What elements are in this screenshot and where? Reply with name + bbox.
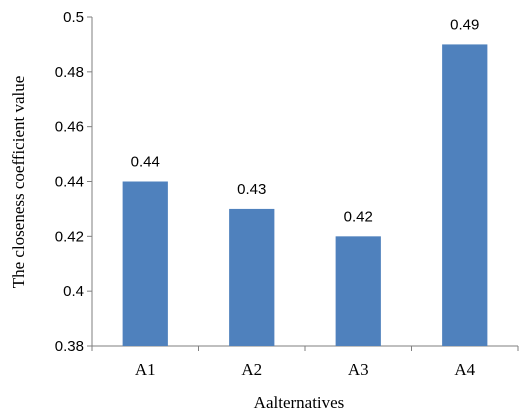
- x-tick-label: A1: [135, 360, 156, 379]
- x-tick-label: A2: [241, 360, 262, 379]
- bar-a1: [122, 181, 168, 346]
- x-tick-label: A3: [348, 360, 369, 379]
- data-label: 0.49: [450, 16, 479, 33]
- data-label: 0.42: [344, 208, 373, 225]
- y-tick-label: 0.4: [63, 283, 84, 300]
- data-label: 0.43: [237, 181, 266, 198]
- x-tick-label: A4: [454, 360, 475, 379]
- bar-a3: [335, 236, 381, 346]
- bar-a2: [229, 208, 275, 346]
- y-tick-label: 0.48: [55, 64, 84, 81]
- plot-area: 0.38 0.4 0.42 0.44 0.46 0.48 0.5 0.44 A1 0.43 A2 0.…: [55, 9, 519, 379]
- data-label: 0.44: [131, 154, 160, 171]
- x-axis-title: Aalternatives: [254, 393, 345, 412]
- y-tick-label: 0.44: [55, 174, 84, 191]
- y-tick-label: 0.42: [55, 228, 84, 245]
- y-axis-title: The closeness coefficient value: [9, 76, 28, 289]
- y-tick-label: 0.38: [55, 338, 84, 355]
- y-tick-label: 0.46: [55, 119, 84, 136]
- y-tick-label: 0.5: [63, 9, 84, 26]
- bar-a4: [442, 44, 488, 347]
